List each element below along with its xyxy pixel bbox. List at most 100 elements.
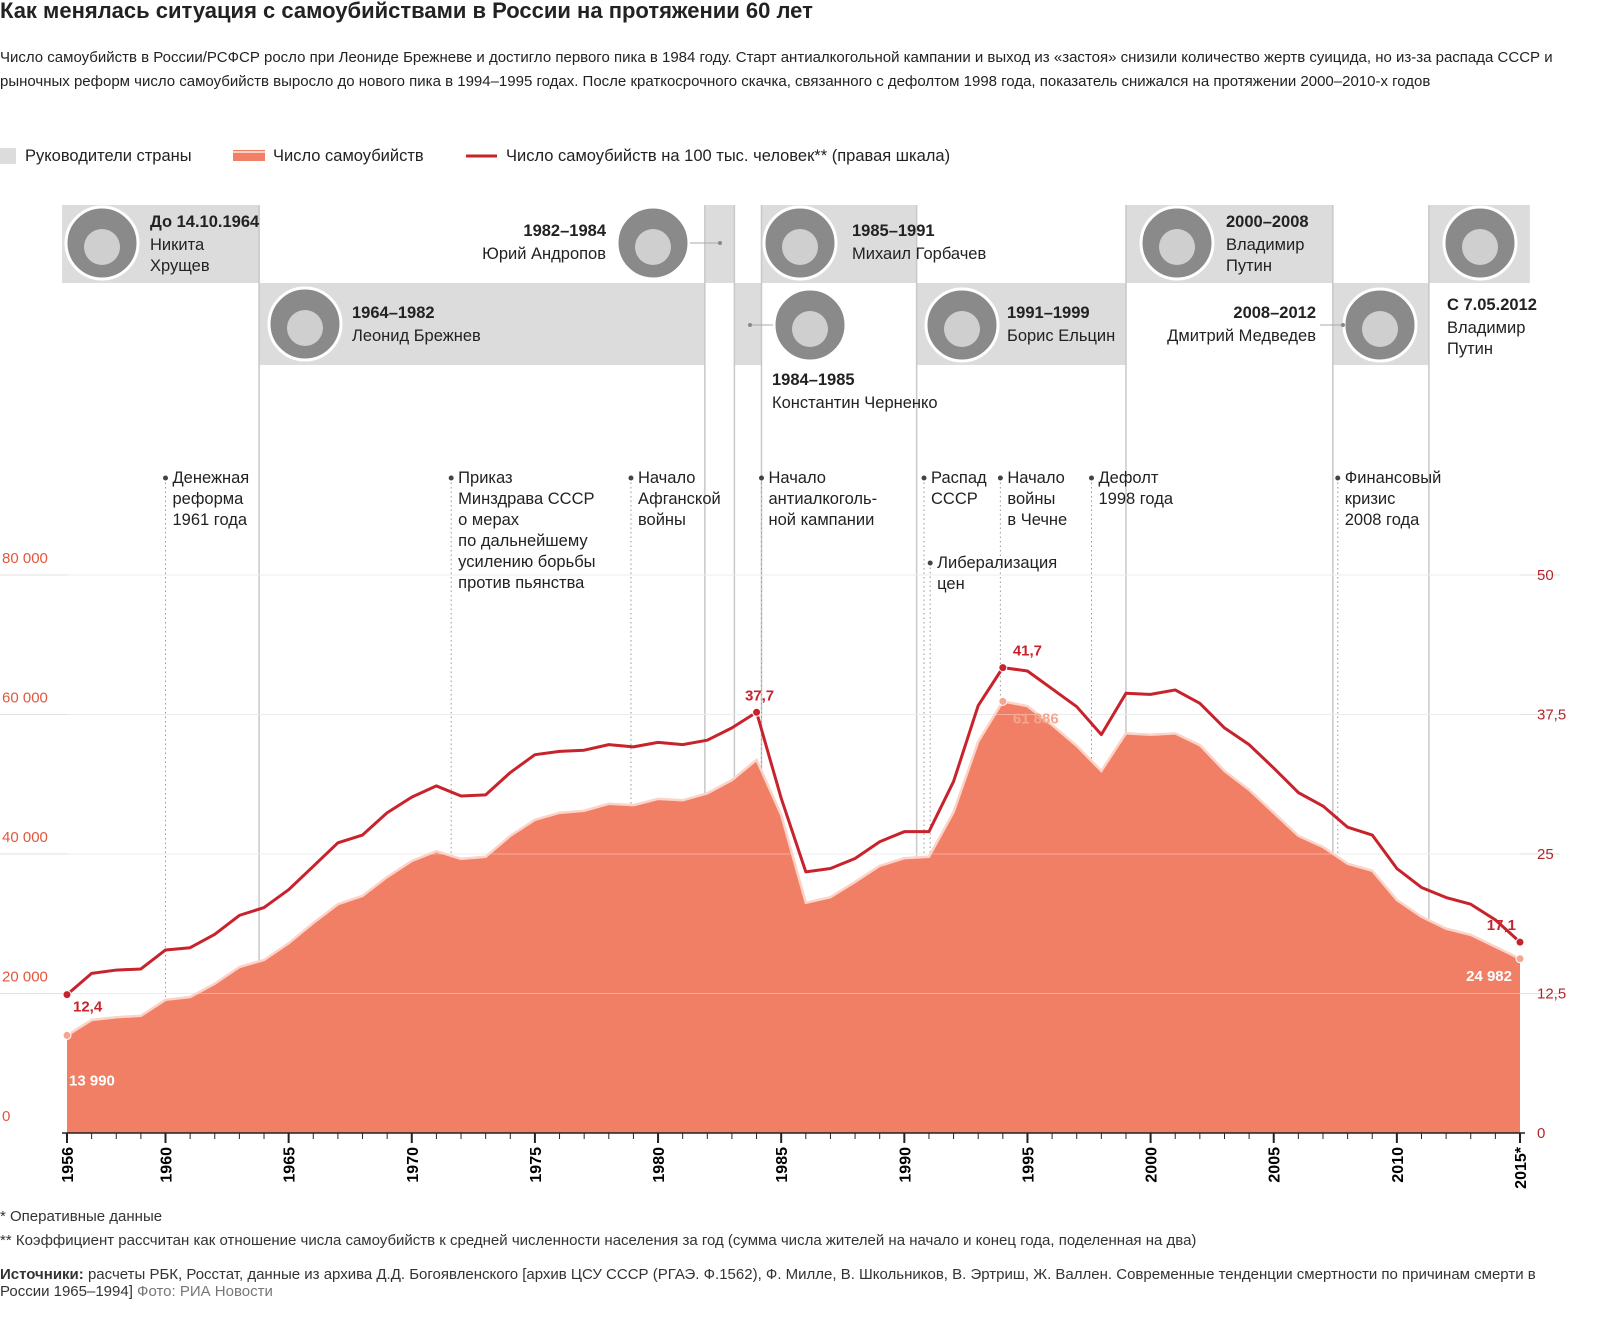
- leader-name: Владимир Путин: [1226, 236, 1305, 275]
- y2-tick-label: 0: [1537, 1125, 1545, 1142]
- leader-photo-face: [635, 229, 671, 265]
- event-label: Либерализация цен: [937, 554, 1058, 593]
- x-tick-label: 1975: [528, 1147, 545, 1183]
- leader-period: 1985–1991: [852, 222, 935, 240]
- event-dot: [927, 560, 933, 566]
- leader-band: [734, 283, 762, 365]
- event-label: Дефолт 1998 года: [1098, 469, 1174, 508]
- value-dot: [62, 1030, 72, 1040]
- leader-name: Никита Хрущев: [150, 236, 210, 275]
- y-tick-label: 60 000: [2, 690, 48, 707]
- leader-name: Владимир Путин: [1447, 319, 1526, 358]
- leader-period: 1964–1982: [352, 304, 435, 322]
- legend-label: Число самоубийств на 100 тыс. человек** …: [506, 147, 951, 165]
- leader-name: Юрий Андропов: [482, 245, 606, 263]
- leader-name: Дмитрий Медведев: [1167, 327, 1316, 345]
- value-label: 24 982: [1466, 968, 1512, 985]
- leader-period: 1991–1999: [1007, 304, 1090, 322]
- leader-name: Константин Черненко: [772, 394, 938, 412]
- value-dot: [998, 696, 1008, 706]
- photo-credit: Фото: РИА Новости: [137, 1283, 273, 1300]
- x-tick-label: 1985: [774, 1147, 791, 1183]
- x-tick-label: 1965: [282, 1147, 299, 1183]
- event-dot: [448, 475, 454, 481]
- x-tick-label: 1980: [651, 1147, 668, 1183]
- leader-photo-face: [84, 229, 120, 265]
- event-label: Начало антиалкоголь- ной кампании: [768, 469, 878, 529]
- leader-period: 1982–1984: [523, 222, 606, 240]
- value-dot: [62, 990, 72, 1000]
- x-tick-label: 1956: [60, 1147, 77, 1183]
- leader-photo-face: [782, 229, 818, 265]
- value-dot: [998, 663, 1008, 673]
- y2-tick-label: 12,5: [1537, 986, 1566, 1003]
- line: [66, 666, 1522, 996]
- value-label: 13 990: [69, 1072, 115, 1089]
- legend-label: Число самоубийств: [273, 147, 424, 165]
- event-dot: [628, 475, 634, 481]
- event-dot: [1335, 475, 1341, 481]
- y-tick-label: 0: [2, 1108, 10, 1125]
- value-label: 61 886: [1013, 710, 1059, 727]
- event-label: Приказ Минздрава СССР о мерах по дальней…: [458, 469, 596, 592]
- x-tick-label: 2015*: [1513, 1146, 1530, 1189]
- event-label: Распад СССР: [931, 469, 987, 508]
- value-dot: [752, 707, 762, 717]
- leader-name: Борис Ельцин: [1007, 327, 1116, 345]
- x-tick-label: 2000: [1144, 1147, 1161, 1183]
- sources-text: расчеты РБК, Росстат, данные из архива Д…: [0, 1266, 1536, 1300]
- leader-connector-dot: [748, 323, 752, 327]
- leader-photo-face: [1159, 229, 1195, 265]
- subtitle: Число самоубийств в России/РСФСР росло п…: [0, 49, 1553, 90]
- y-tick-label: 20 000: [2, 969, 48, 986]
- x-tick-label: 1995: [1020, 1147, 1037, 1183]
- leader-photo-face: [1462, 229, 1498, 265]
- event-label: Начало Афганской войны: [637, 469, 721, 529]
- leader-photo-face: [944, 311, 980, 347]
- value-dot: [1515, 937, 1525, 947]
- legend-label: Руководители страны: [25, 147, 192, 165]
- leader-period: До 14.10.1964: [150, 213, 260, 231]
- leader-photo-face: [287, 310, 323, 346]
- leader-period: С 7.05.2012: [1447, 296, 1537, 314]
- y-tick-label: 40 000: [2, 829, 48, 846]
- x-tick-label: 2005: [1267, 1147, 1284, 1183]
- y2-tick-label: 37,5: [1537, 707, 1566, 724]
- event-dot: [758, 475, 764, 481]
- leader-photo-face: [1362, 311, 1398, 347]
- event-label: Начало войны в Чечне: [1007, 469, 1068, 529]
- event-dot: [997, 475, 1003, 481]
- sources: Источники: расчеты РБК, Росстат, данные …: [0, 1266, 1565, 1300]
- leader-connector-dot: [1341, 323, 1345, 327]
- x-tick-label: 1960: [159, 1147, 176, 1183]
- event-label: Денежная реформа 1961 года: [172, 469, 250, 529]
- footnote: * Оперативные данные: [0, 1208, 163, 1225]
- x-tick-label: 2010: [1390, 1147, 1407, 1183]
- value-label: 12,4: [73, 999, 103, 1016]
- event-dot: [921, 475, 927, 481]
- leader-period: 2000–2008: [1226, 213, 1309, 231]
- event-label: Финансовый кризис 2008 года: [1344, 469, 1442, 529]
- sources-label: Источники:: [0, 1266, 84, 1283]
- value-label: 37,7: [745, 687, 774, 704]
- leader-photo-face: [792, 311, 828, 347]
- event-dot: [1088, 475, 1094, 481]
- value-label: 41,7: [1013, 643, 1042, 660]
- legend-swatch: [233, 150, 265, 161]
- title: Как менялась ситуация с самоубийствами в…: [0, 0, 813, 23]
- x-tick-label: 1970: [405, 1147, 422, 1183]
- legend-swatch: [0, 148, 16, 164]
- area-edge: [66, 699, 1521, 1037]
- value-label: 17,1: [1487, 917, 1516, 934]
- footnote: ** Коэффициент рассчитан как отношение ч…: [0, 1232, 1197, 1249]
- x-tick-label: 1990: [897, 1147, 914, 1183]
- area: [67, 701, 1520, 1133]
- leader-period: 2008–2012: [1233, 304, 1316, 322]
- y-tick-label: 80 000: [2, 550, 48, 567]
- y2-tick-label: 50: [1537, 567, 1554, 584]
- event-dot: [163, 475, 169, 481]
- leader-connector-dot: [718, 241, 722, 245]
- leader-name: Михаил Горбачев: [852, 245, 987, 263]
